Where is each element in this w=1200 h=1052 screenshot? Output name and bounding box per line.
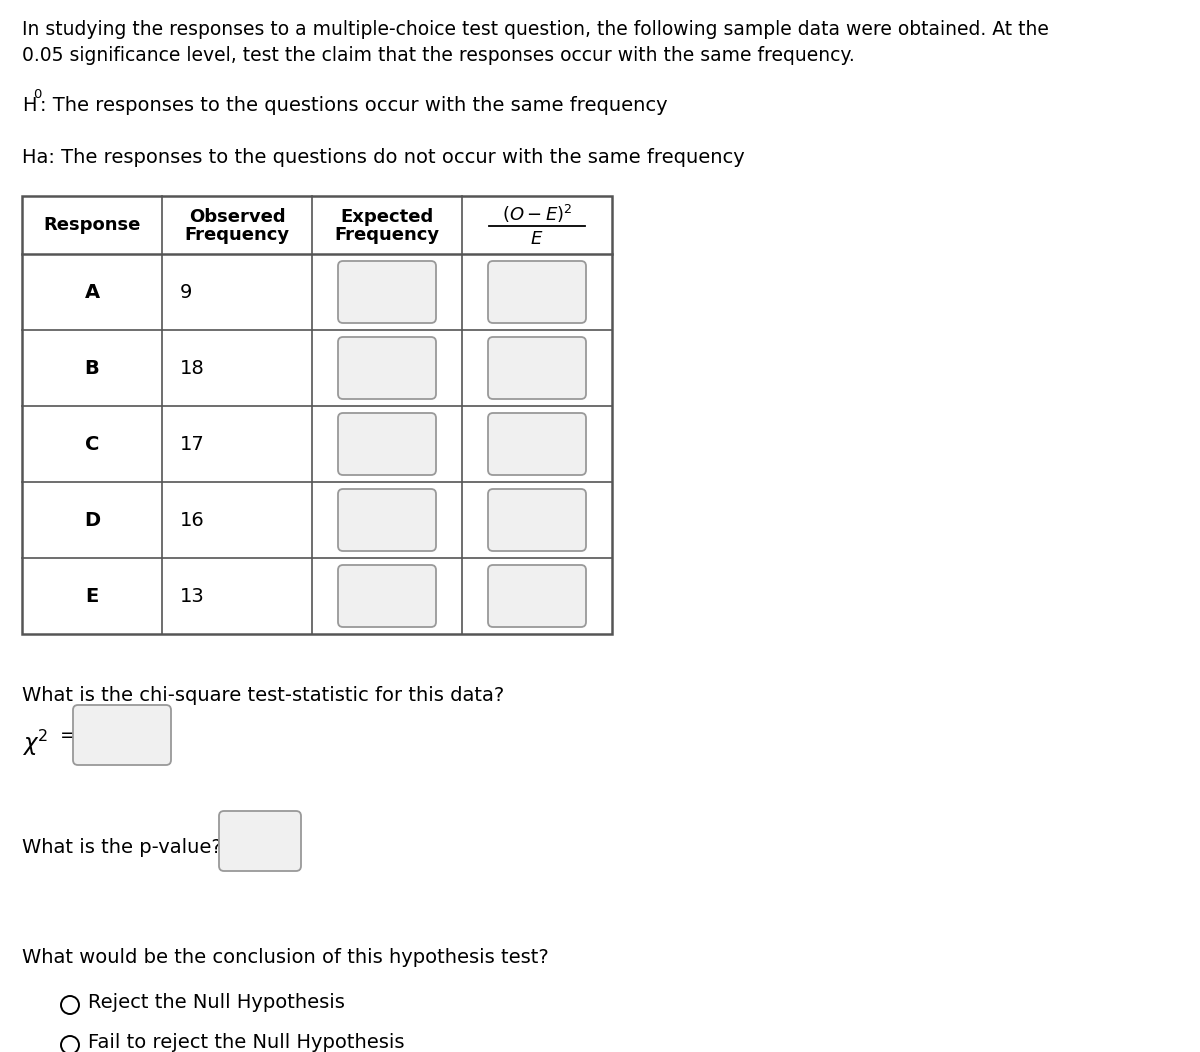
Text: Reject the Null Hypothesis: Reject the Null Hypothesis (88, 992, 344, 1012)
Text: 17: 17 (180, 434, 205, 453)
FancyBboxPatch shape (220, 811, 301, 871)
FancyBboxPatch shape (488, 337, 586, 399)
Text: What is the chi-square test-statistic for this data?: What is the chi-square test-statistic fo… (22, 686, 504, 705)
FancyBboxPatch shape (488, 413, 586, 476)
Text: $\chi^2$: $\chi^2$ (22, 728, 48, 758)
Text: =: = (60, 726, 77, 745)
Text: 9: 9 (180, 283, 192, 302)
Text: Frequency: Frequency (185, 226, 289, 244)
Text: $(O - E)^2$: $(O - E)^2$ (502, 203, 572, 225)
FancyBboxPatch shape (338, 261, 436, 323)
Text: E: E (85, 587, 98, 606)
Text: : The responses to the questions occur with the same frequency: : The responses to the questions occur w… (40, 96, 667, 115)
Text: $E$: $E$ (530, 230, 544, 248)
FancyBboxPatch shape (488, 565, 586, 627)
Text: Fail to reject the Null Hypothesis: Fail to reject the Null Hypothesis (88, 1032, 404, 1052)
Text: Expected: Expected (341, 208, 433, 226)
Text: Frequency: Frequency (335, 226, 439, 244)
Text: D: D (84, 510, 100, 529)
Text: Response: Response (43, 216, 140, 234)
Text: 0: 0 (34, 88, 41, 101)
Text: H: H (22, 96, 36, 115)
Text: What would be the conclusion of this hypothesis test?: What would be the conclusion of this hyp… (22, 948, 548, 967)
FancyBboxPatch shape (338, 489, 436, 551)
FancyBboxPatch shape (488, 489, 586, 551)
FancyBboxPatch shape (338, 413, 436, 476)
Text: Observed: Observed (188, 208, 286, 226)
Text: In studying the responses to a multiple-choice test question, the following samp: In studying the responses to a multiple-… (22, 20, 1049, 39)
FancyBboxPatch shape (338, 337, 436, 399)
Text: 16: 16 (180, 510, 205, 529)
Text: C: C (85, 434, 100, 453)
Text: B: B (85, 359, 100, 378)
FancyBboxPatch shape (73, 705, 172, 765)
FancyBboxPatch shape (488, 261, 586, 323)
Text: What is the p-value?: What is the p-value? (22, 838, 222, 857)
Text: A: A (84, 283, 100, 302)
Text: 0.05 significance level, test the claim that the responses occur with the same f: 0.05 significance level, test the claim … (22, 46, 854, 65)
Bar (22, 196, 612, 634)
Text: 13: 13 (180, 587, 205, 606)
Text: 18: 18 (180, 359, 205, 378)
FancyBboxPatch shape (338, 565, 436, 627)
Text: Ha: The responses to the questions do not occur with the same frequency: Ha: The responses to the questions do no… (22, 148, 745, 167)
